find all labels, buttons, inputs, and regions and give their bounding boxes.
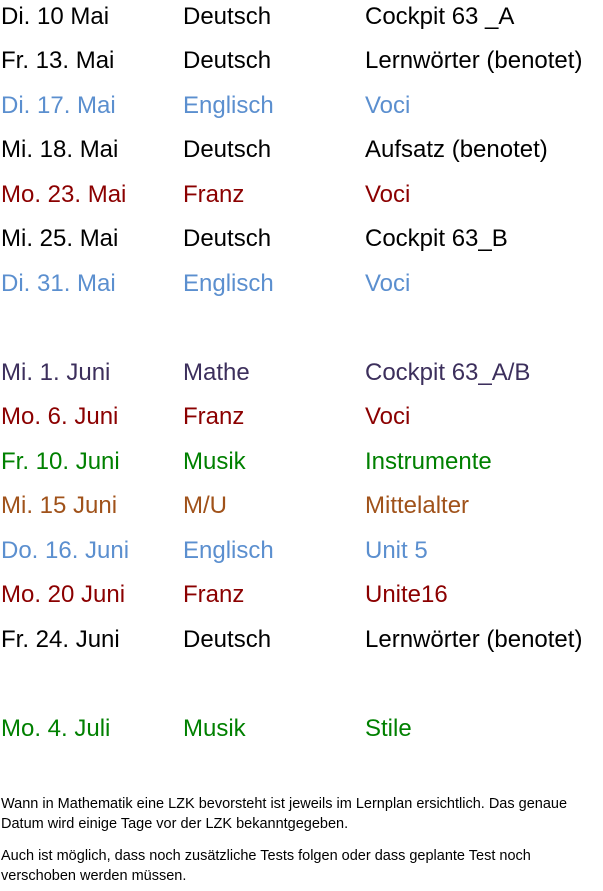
test-date: Mo. 23. Mai bbox=[1, 181, 127, 208]
test-date: Di. 10 Mai bbox=[1, 3, 110, 30]
test-date: Do. 16. Juni bbox=[1, 537, 130, 564]
test-subject: Deutsch bbox=[183, 47, 272, 74]
test-topic: Lernwörter (benotet) bbox=[365, 626, 583, 653]
schedule-row: Do. 16. Juni Englisch Unit 5 bbox=[0, 536, 603, 566]
test-date: Fr. 10. Juni bbox=[1, 448, 120, 475]
test-date: Fr. 24. Juni bbox=[1, 626, 120, 653]
test-topic: Voci bbox=[365, 181, 411, 208]
notes: Wann in Mathematik eine LZK bevorsteht i… bbox=[1, 794, 601, 886]
schedule-row: Di. 17. Mai Englisch Voci bbox=[0, 91, 603, 121]
schedule-row: Fr. 24. Juni Deutsch Lernwörter (benotet) bbox=[0, 625, 603, 655]
test-topic: Voci bbox=[365, 270, 411, 297]
schedule-row: Di. 31. Mai Englisch Voci bbox=[0, 269, 603, 299]
test-date: Mi. 18. Mai bbox=[1, 136, 119, 163]
test-topic: Stile bbox=[365, 715, 412, 742]
schedule-row: Mi. 1. Juni Mathe Cockpit 63_A/B bbox=[0, 358, 603, 388]
note-paragraph-lzk: Wann in Mathematik eine LZK bevorsteht i… bbox=[1, 796, 568, 832]
test-topic: Unite16 bbox=[365, 581, 448, 608]
test-topic: Cockpit 63_B bbox=[365, 225, 508, 252]
test-topic: Aufsatz (benotet) bbox=[365, 136, 548, 163]
test-subject: Deutsch bbox=[183, 3, 272, 30]
test-subject: Englisch bbox=[183, 537, 274, 564]
schedule-row: Mo. 6. Juni Franz Voci bbox=[0, 402, 603, 432]
test-subject: Franz bbox=[183, 403, 245, 430]
test-date: Mi. 25. Mai bbox=[1, 225, 119, 252]
test-topic: Voci bbox=[365, 403, 411, 430]
schedule-row: Mo. 23. Mai Franz Voci bbox=[0, 180, 603, 210]
test-date: Mi. 1. Juni bbox=[1, 359, 111, 386]
test-topic: Voci bbox=[365, 92, 411, 119]
schedule-row: Mi. 18. Mai Deutsch Aufsatz (benotet) bbox=[0, 135, 603, 165]
schedule-row: Fr. 13. Mai Deutsch Lernwörter (benotet) bbox=[0, 46, 603, 76]
note-paragraph-changes: Auch ist möglich, dass noch zusätzliche … bbox=[1, 848, 531, 884]
schedule-row: Mi. 15 Juni M/U Mittelalter bbox=[0, 491, 603, 521]
test-date: Fr. 13. Mai bbox=[1, 47, 115, 74]
schedule-row: Fr. 10. Juni Musik Instrumente bbox=[0, 447, 603, 477]
test-subject: Deutsch bbox=[183, 136, 272, 163]
test-topic: Lernwörter (benotet) bbox=[365, 47, 583, 74]
test-subject: Musik bbox=[183, 715, 246, 742]
test-topic: Instrumente bbox=[365, 448, 492, 475]
test-topic: Mittelalter bbox=[365, 492, 470, 519]
test-topic: Cockpit 63_A/B bbox=[365, 359, 531, 386]
test-date: Mo. 20 Juni bbox=[1, 581, 126, 608]
test-topic: Unit 5 bbox=[365, 537, 428, 564]
test-subject: Mathe bbox=[183, 359, 250, 386]
test-subject: Musik bbox=[183, 448, 246, 475]
test-subject: Franz bbox=[183, 581, 245, 608]
schedule-row: Mi. 25. Mai Deutsch Cockpit 63_B bbox=[0, 224, 603, 254]
test-date: Di. 31. Mai bbox=[1, 270, 116, 297]
test-subject: Franz bbox=[183, 181, 245, 208]
test-date: Di. 17. Mai bbox=[1, 92, 116, 119]
schedule-row: Di. 10 Mai Deutsch Cockpit 63 _A bbox=[0, 2, 603, 32]
test-date: Mo. 4. Juli bbox=[1, 715, 111, 742]
schedule-row: Mo. 20 Juni Franz Unite16 bbox=[0, 580, 603, 610]
test-topic: Cockpit 63 _A bbox=[365, 3, 515, 30]
test-subject: Deutsch bbox=[183, 626, 272, 653]
test-date: Mo. 6. Juni bbox=[1, 403, 119, 430]
test-subject: M/U bbox=[183, 492, 227, 519]
test-subject: Deutsch bbox=[183, 225, 272, 252]
test-subject: Englisch bbox=[183, 92, 274, 119]
schedule-row: Mo. 4. Juli Musik Stile bbox=[0, 714, 603, 744]
test-date: Mi. 15 Juni bbox=[1, 492, 118, 519]
test-subject: Englisch bbox=[183, 270, 274, 297]
